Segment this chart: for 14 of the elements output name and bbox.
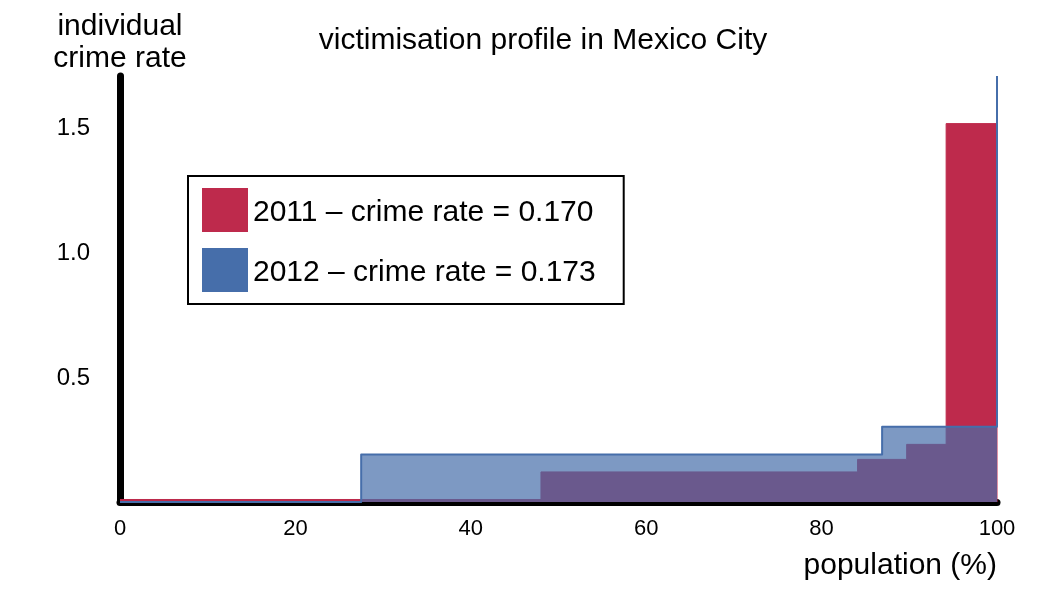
- y-tick-label: 1.0: [56, 237, 90, 265]
- legend-label: 2011 – crime rate = 0.170: [253, 193, 594, 227]
- x-tick-label: 100: [978, 514, 1016, 540]
- y-tick-label: 0.5: [56, 363, 90, 391]
- x-tick-label: 40: [458, 514, 484, 540]
- x-tick-label: 20: [283, 514, 308, 540]
- chart-title: victimisation profile in Mexico City: [318, 21, 768, 55]
- x-tick-label: 80: [809, 514, 834, 540]
- y-axis-title: individual crime rate: [53, 7, 187, 73]
- legend-label: 2012 – crime rate = 0.173: [253, 253, 596, 287]
- x-axis-title: population (%): [803, 546, 997, 580]
- x-tick-label: 60: [633, 514, 659, 540]
- y-tick-label: 1.5: [56, 112, 90, 140]
- x-tick-label: 0: [113, 514, 127, 540]
